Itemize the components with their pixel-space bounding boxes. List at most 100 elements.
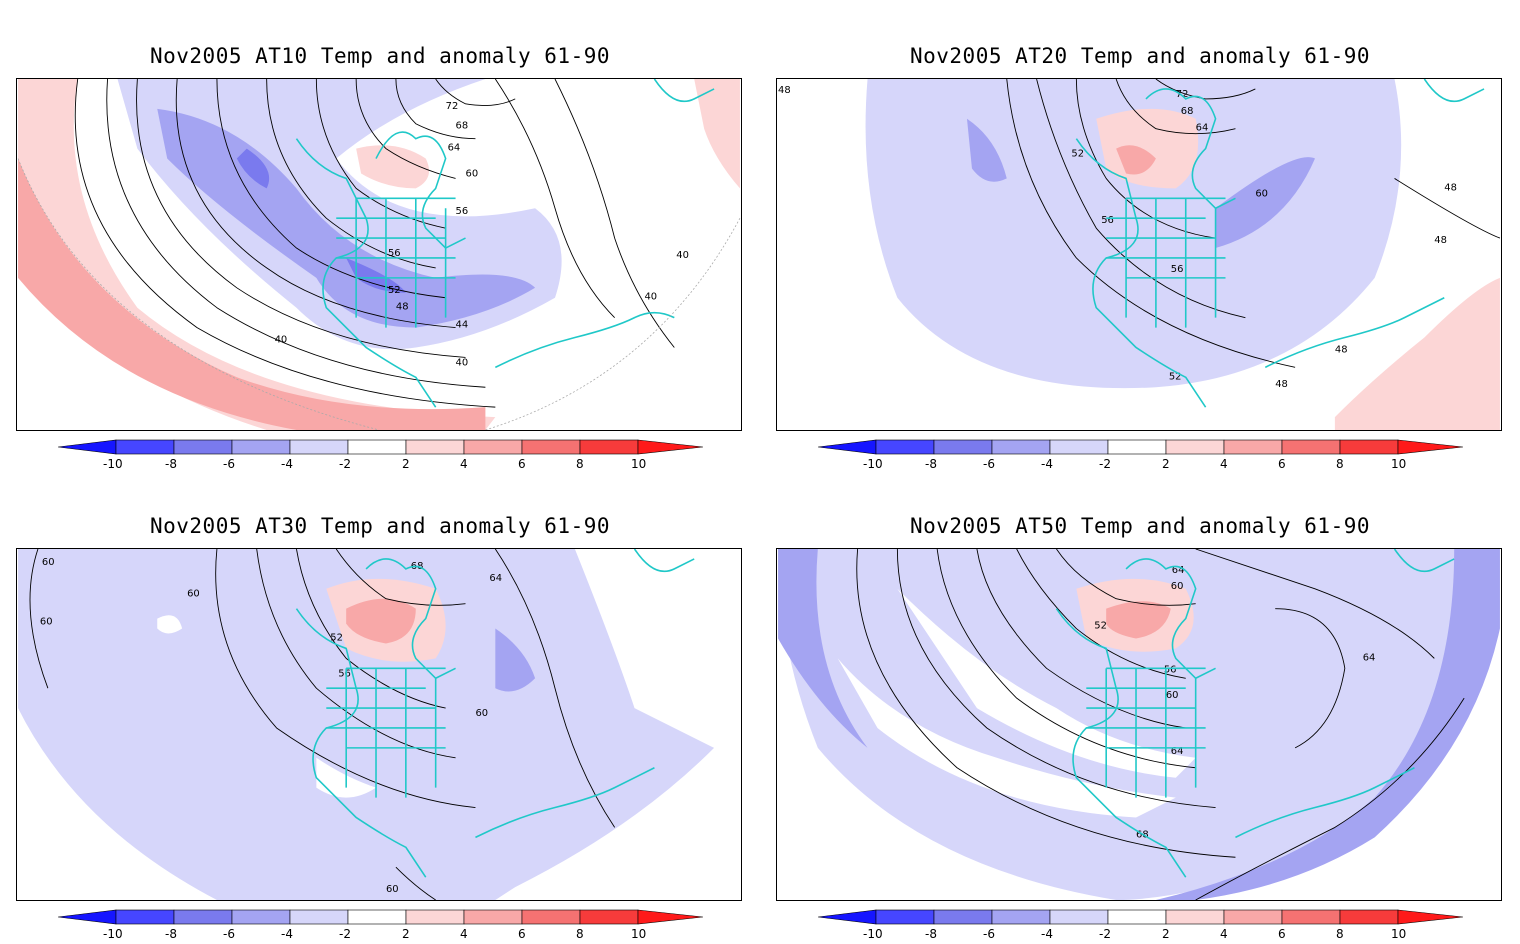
colorbar-tick: -4 xyxy=(1041,927,1053,940)
colorbar-svg: -10 -8 -6 -4 -2 2 4 6 8 10 xyxy=(817,909,1464,941)
contour-label: 48 xyxy=(1444,182,1457,193)
colorbar-tick: -10 xyxy=(103,927,123,940)
colorbar-tick: -10 xyxy=(863,927,883,940)
contour-label: 60 xyxy=(1171,581,1184,592)
contour-label: 68 xyxy=(1181,106,1194,117)
map-at30: 68 64 60 60 60 52 56 60 60 xyxy=(16,548,742,901)
colorbar-tick: -2 xyxy=(1099,457,1111,470)
colorbar-tick: 10 xyxy=(1391,927,1406,940)
colorbar: -10 -8 -6 -4 -2 2 4 6 8 10 xyxy=(57,908,704,941)
contour-label: 52 xyxy=(1169,371,1182,382)
contour-label: 48 xyxy=(778,85,791,96)
panel-title: Nov2005 AT10 Temp and anomaly 61-90 xyxy=(149,44,610,68)
contour-label: 64 xyxy=(1363,652,1376,663)
colorbar-svg: -10 -8 -6 -4 -2 2 4 6 8 10 xyxy=(57,909,704,941)
contour-label: 68 xyxy=(456,121,469,132)
colorbar-tick: -2 xyxy=(1099,927,1111,940)
contour-label: 52 xyxy=(1094,621,1107,632)
contour-label: 40 xyxy=(456,357,469,368)
colorbar-tick: 6 xyxy=(1278,927,1286,940)
contour-label: 60 xyxy=(40,617,53,628)
panel-title: Nov2005 AT20 Temp and anomaly 61-90 xyxy=(909,44,1370,68)
colorbar-tick: 8 xyxy=(1336,457,1344,470)
colorbar-tick: -8 xyxy=(165,927,177,940)
contour-label: 56 xyxy=(338,668,351,679)
contour-label: 60 xyxy=(1166,690,1179,701)
map-at10: 72 68 64 60 56 56 52 48 44 40 40 40 40 xyxy=(16,78,742,431)
contour-label: 52 xyxy=(330,632,343,643)
colorbar-tick: -6 xyxy=(983,457,995,470)
colorbar-tick: -6 xyxy=(983,927,995,940)
colorbar-tick: 6 xyxy=(518,457,526,470)
colorbar-tick: 2 xyxy=(1162,457,1170,470)
contour-label: 60 xyxy=(1255,188,1268,199)
contour-label: 60 xyxy=(386,884,399,895)
colorbar-tick: 6 xyxy=(518,927,526,940)
colorbar-tick: -10 xyxy=(103,457,123,470)
colorbar-tick: 10 xyxy=(631,457,646,470)
colorbar-tick: -8 xyxy=(925,457,937,470)
contour-label: 40 xyxy=(676,250,689,261)
contour-label: 60 xyxy=(475,708,488,719)
colorbar-tick: 4 xyxy=(1220,457,1228,470)
colorbar-tick: 8 xyxy=(1336,927,1344,940)
colorbar-tick: -4 xyxy=(281,927,293,940)
colorbar-tick: -4 xyxy=(1041,457,1053,470)
colorbar-tick: 10 xyxy=(1391,457,1406,470)
contour-label: 60 xyxy=(42,557,55,568)
colorbar-svg: -10 -8 -6 -4 -2 2 4 6 8 10 xyxy=(57,439,704,471)
panel-at50: Nov2005 AT50 Temp and anomaly 61-90 xyxy=(760,470,1520,941)
panel-title: Nov2005 AT50 Temp and anomaly 61-90 xyxy=(909,514,1370,538)
contour-label: 52 xyxy=(1071,149,1084,160)
map-at50: 64 60 52 56 60 64 64 68 xyxy=(776,548,1502,901)
contour-label: 52 xyxy=(388,285,401,296)
colorbar-tick: 4 xyxy=(460,927,468,940)
contour-label: 40 xyxy=(644,292,657,303)
colorbar-tick: 10 xyxy=(631,927,646,940)
colorbar: -10 -8 -6 -4 -2 2 4 6 8 10 xyxy=(817,438,1464,471)
contour-label: 56 xyxy=(456,206,469,217)
colorbar-tick: -2 xyxy=(339,457,351,470)
contour-label: 40 xyxy=(275,334,288,345)
map-canvas: 64 60 52 56 60 64 64 68 xyxy=(778,549,1500,900)
colorbar-tick: 6 xyxy=(1278,457,1286,470)
colorbar-tick: 8 xyxy=(576,927,584,940)
contour-label: 56 xyxy=(1164,664,1177,675)
contour-label: 56 xyxy=(1171,264,1184,275)
colorbar-tick: -2 xyxy=(339,927,351,940)
contour-label: 64 xyxy=(1196,123,1209,134)
colorbar-tick: 2 xyxy=(402,927,410,940)
colorbar-tick: -10 xyxy=(863,457,883,470)
contour-label: 48 xyxy=(1275,379,1288,390)
contour-label: 44 xyxy=(456,320,469,331)
contour-label: 64 xyxy=(1172,565,1185,576)
contour-label: 48 xyxy=(396,302,409,313)
colorbar-tick: 4 xyxy=(460,457,468,470)
panel-at10: Nov2005 AT10 Temp and anomaly 61-90 xyxy=(0,0,760,471)
panel-at30: Nov2005 AT30 Temp and anomaly 61-90 68 6… xyxy=(0,470,760,941)
panel-at20: Nov2005 AT20 Temp and anomaly 61-90 72 6… xyxy=(760,0,1520,471)
contour-label: 64 xyxy=(448,143,461,154)
panel-title: Nov2005 AT30 Temp and anomaly 61-90 xyxy=(149,514,610,538)
map-at20: 72 68 64 52 60 56 56 48 48 48 48 52 48 xyxy=(776,78,1502,431)
contour-label: 48 xyxy=(1335,344,1348,355)
colorbar-tick: -6 xyxy=(223,927,235,940)
map-canvas: 68 64 60 60 60 52 56 60 60 xyxy=(18,549,715,900)
colorbar-tick: -8 xyxy=(925,927,937,940)
contour-label: 48 xyxy=(1434,235,1447,246)
colorbar-tick: -6 xyxy=(223,457,235,470)
contour-label: 56 xyxy=(388,248,401,259)
contour-label: 60 xyxy=(466,168,479,179)
contour-label: 64 xyxy=(1171,746,1184,757)
colorbar-tick: -8 xyxy=(165,457,177,470)
colorbar: -10 -8 -6 -4 -2 2 4 6 8 10 xyxy=(57,438,704,471)
colorbar-tick: 2 xyxy=(1162,927,1170,940)
colorbar-tick: 4 xyxy=(1220,927,1228,940)
contour-label: 72 xyxy=(446,101,459,112)
contour-label: 64 xyxy=(489,573,502,584)
contour-label: 56 xyxy=(1101,215,1114,226)
colorbar-tick: 8 xyxy=(576,457,584,470)
colorbar-svg: -10 -8 -6 -4 -2 2 4 6 8 10 xyxy=(817,439,1464,471)
colorbar-tick: 2 xyxy=(402,457,410,470)
map-canvas: 72 68 64 52 60 56 56 48 48 48 48 52 48 xyxy=(778,79,1501,430)
